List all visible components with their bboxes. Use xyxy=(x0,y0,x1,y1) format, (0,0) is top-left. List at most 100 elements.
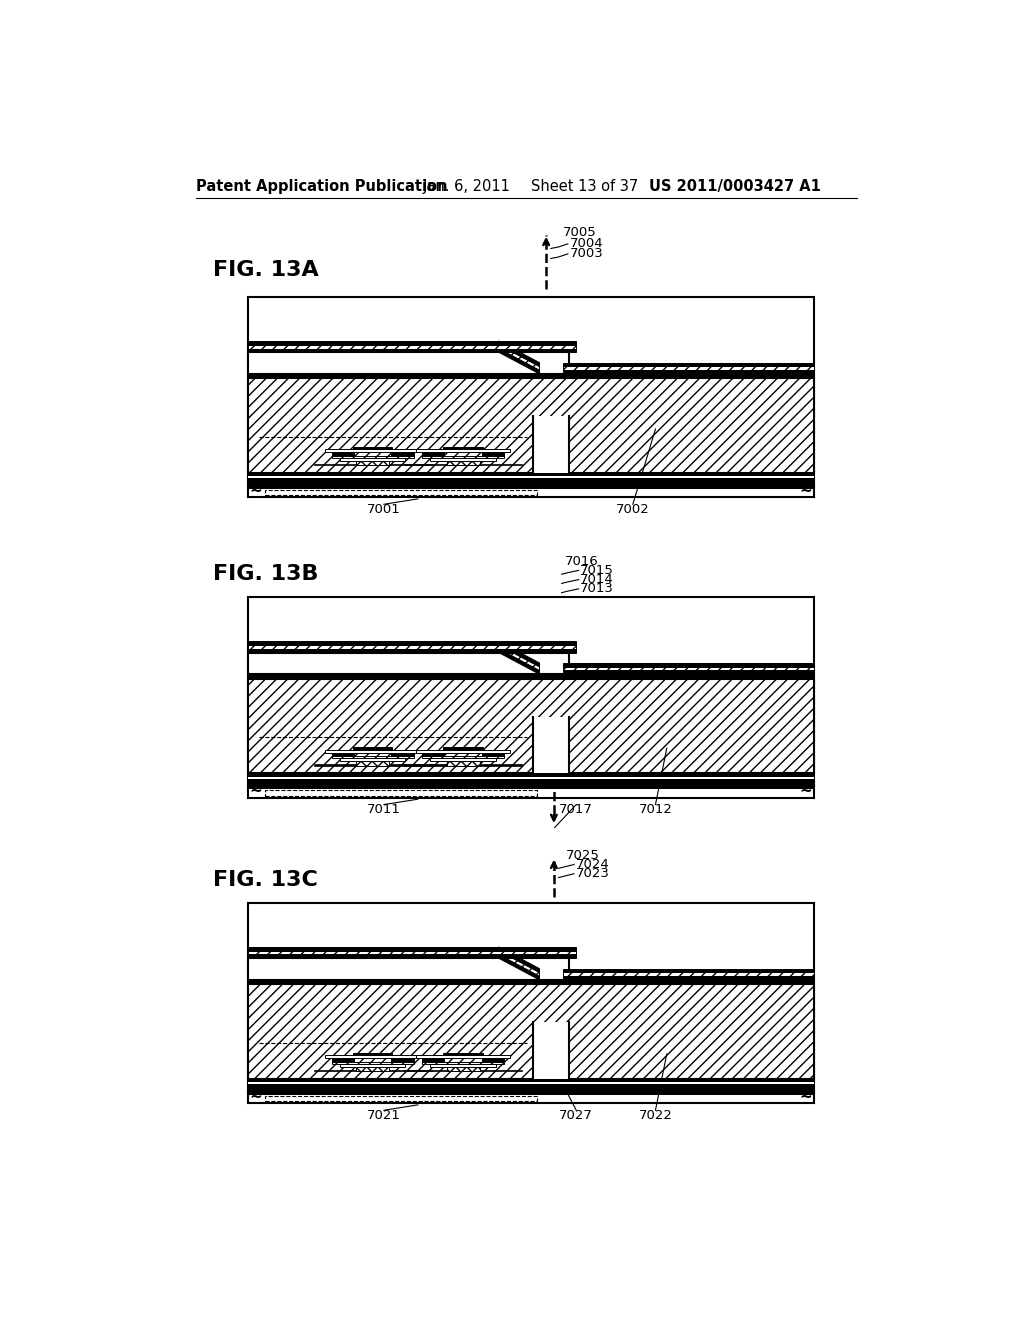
Bar xyxy=(446,461,479,465)
Text: 7005: 7005 xyxy=(563,226,597,239)
Bar xyxy=(248,477,814,478)
Bar xyxy=(563,977,814,979)
Text: 7012: 7012 xyxy=(639,804,673,817)
Text: 7002: 7002 xyxy=(616,503,649,516)
Polygon shape xyxy=(499,649,540,675)
Bar xyxy=(563,667,814,671)
Bar xyxy=(248,1078,814,1082)
Text: 7024: 7024 xyxy=(575,858,609,871)
Bar xyxy=(416,750,510,752)
Bar xyxy=(248,979,814,985)
Text: Patent Application Publication: Patent Application Publication xyxy=(197,180,447,194)
Bar xyxy=(248,642,577,645)
Bar xyxy=(443,1053,483,1055)
Bar xyxy=(248,774,814,776)
Bar xyxy=(391,752,414,756)
Bar xyxy=(332,752,353,756)
Bar xyxy=(248,478,814,486)
Text: ~: ~ xyxy=(800,784,812,800)
Bar xyxy=(422,756,504,759)
Bar xyxy=(332,1061,414,1064)
Text: 7027: 7027 xyxy=(559,1109,593,1122)
Bar xyxy=(563,663,814,667)
Bar xyxy=(416,1055,510,1059)
Polygon shape xyxy=(499,950,540,977)
Text: 7014: 7014 xyxy=(581,573,614,586)
Bar xyxy=(422,455,504,458)
Bar xyxy=(340,458,406,461)
Bar xyxy=(326,449,420,453)
Text: 7017: 7017 xyxy=(559,804,593,817)
Bar xyxy=(563,671,814,675)
Bar xyxy=(248,1082,814,1085)
Text: 7016: 7016 xyxy=(565,554,598,568)
Bar xyxy=(356,1067,389,1072)
Text: 7004: 7004 xyxy=(569,238,603,251)
Bar xyxy=(248,486,814,488)
Bar xyxy=(326,1055,420,1059)
Text: 7013: 7013 xyxy=(581,582,614,595)
Bar xyxy=(248,954,577,958)
Bar xyxy=(326,750,420,752)
Text: ~: ~ xyxy=(250,484,262,499)
Bar xyxy=(248,950,577,954)
Bar xyxy=(265,1096,537,1101)
Bar xyxy=(248,348,577,352)
Text: Sheet 13 of 37: Sheet 13 of 37 xyxy=(531,180,638,194)
Polygon shape xyxy=(499,642,540,667)
Text: US 2011/0003427 A1: US 2011/0003427 A1 xyxy=(649,180,820,194)
Bar xyxy=(248,958,569,979)
Bar xyxy=(422,1059,444,1061)
Text: FIG. 13B: FIG. 13B xyxy=(213,564,318,585)
Text: ~: ~ xyxy=(800,484,812,499)
Text: 7023: 7023 xyxy=(575,867,609,880)
Text: FIG. 13A: FIG. 13A xyxy=(213,260,319,280)
Bar xyxy=(332,453,353,455)
Bar xyxy=(443,446,483,449)
Polygon shape xyxy=(499,954,540,979)
Text: 7001: 7001 xyxy=(367,503,400,516)
Bar xyxy=(248,985,814,1078)
Text: 7025: 7025 xyxy=(566,849,600,862)
Bar xyxy=(430,458,496,461)
Bar xyxy=(563,973,814,977)
Bar xyxy=(248,785,814,789)
Bar xyxy=(356,762,389,766)
Bar xyxy=(532,416,569,473)
Bar xyxy=(248,374,814,379)
Bar xyxy=(446,762,479,766)
Bar xyxy=(416,449,510,453)
Bar xyxy=(248,473,814,477)
Text: 7003: 7003 xyxy=(569,247,603,260)
Bar xyxy=(340,1064,406,1067)
Bar xyxy=(332,455,414,458)
Bar xyxy=(391,1059,414,1061)
Bar xyxy=(532,1022,569,1078)
Text: ~: ~ xyxy=(250,1090,262,1105)
Bar xyxy=(248,678,814,774)
Bar xyxy=(248,649,577,652)
Bar xyxy=(248,1085,814,1092)
Bar xyxy=(446,1067,479,1072)
Bar xyxy=(353,1053,392,1055)
Bar xyxy=(248,985,814,1078)
Bar xyxy=(563,363,814,367)
Bar xyxy=(265,791,537,796)
Bar xyxy=(248,597,814,785)
Bar xyxy=(563,969,814,973)
Bar xyxy=(248,903,814,1092)
Bar xyxy=(356,461,389,465)
Bar xyxy=(248,776,814,779)
Bar xyxy=(332,756,414,759)
Bar xyxy=(248,652,569,675)
Bar xyxy=(248,341,577,345)
Bar xyxy=(353,747,392,750)
Bar xyxy=(422,1061,504,1064)
Bar xyxy=(430,759,496,762)
Bar xyxy=(563,370,814,374)
Bar xyxy=(482,1059,504,1061)
Bar xyxy=(353,446,392,449)
Polygon shape xyxy=(499,345,540,370)
Text: 7021: 7021 xyxy=(367,1109,400,1122)
Bar xyxy=(532,717,569,774)
